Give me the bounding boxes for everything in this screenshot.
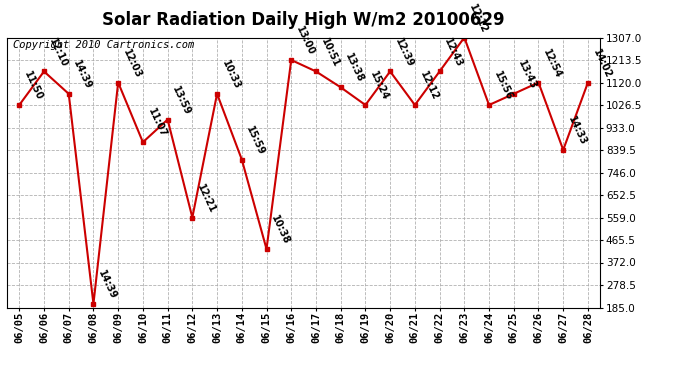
Text: 15:59: 15:59 [244,124,267,157]
Text: 15:56: 15:56 [492,70,514,102]
Text: 14:33: 14:33 [566,115,588,147]
Text: 13:59: 13:59 [170,84,193,117]
Text: 15:24: 15:24 [368,70,391,102]
Text: 13:43: 13:43 [517,59,539,91]
Text: 14:39: 14:39 [96,269,119,301]
Text: 13:38: 13:38 [344,52,366,84]
Text: 12:12: 12:12 [417,70,440,102]
Text: 10:51: 10:51 [319,36,341,69]
Text: 12:43: 12:43 [442,36,464,69]
Text: 12:54: 12:54 [541,47,564,80]
Text: 12:03: 12:03 [121,47,143,80]
Text: 12:12: 12:12 [467,2,489,35]
Text: 13:00: 13:00 [294,25,316,57]
Text: 11:07: 11:07 [146,107,168,140]
Text: Copyright 2010 Cartronics.com: Copyright 2010 Cartronics.com [13,40,194,50]
Text: 10:38: 10:38 [269,214,291,246]
Text: 14:02: 14:02 [591,47,613,80]
Text: 14:39: 14:39 [72,59,94,91]
Text: 11:50: 11:50 [22,70,44,102]
Text: 12:21: 12:21 [195,182,217,215]
Text: Solar Radiation Daily High W/m2 20100629: Solar Radiation Daily High W/m2 20100629 [102,11,505,29]
Text: 12:39: 12:39 [393,36,415,69]
Text: 12:10: 12:10 [47,36,69,69]
Text: 10:33: 10:33 [220,59,242,91]
